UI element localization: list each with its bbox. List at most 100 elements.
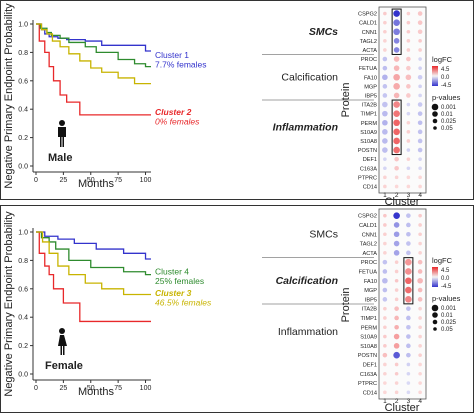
data-dot <box>406 148 411 152</box>
pvalue-tick-label: 0.01 <box>441 313 453 319</box>
data-dot <box>382 147 388 153</box>
data-dot <box>418 381 422 385</box>
data-dot <box>417 11 423 16</box>
data-dot <box>406 11 411 16</box>
km-annotation-text: Cluster 3 <box>155 288 192 298</box>
data-dot <box>382 56 388 62</box>
pvalue-size-dot <box>433 126 437 130</box>
x-tick-label: 50 <box>87 385 95 392</box>
protein-label: TIMP1 <box>361 112 377 118</box>
logfc-colorbar <box>432 267 438 287</box>
x-tick-label: 75 <box>114 385 122 392</box>
logfc-tick-label: 4.5 <box>441 268 450 274</box>
data-dot <box>418 184 422 189</box>
data-dot <box>406 175 411 180</box>
data-dot <box>383 381 387 385</box>
protein-label: ACTA <box>362 48 377 54</box>
logfc-colorbar <box>432 66 438 86</box>
data-dot <box>394 156 399 162</box>
x-tick-label: 25 <box>59 177 67 184</box>
dotplot-female: CSPG2 CALD1 CNN1 TAGL2 ACTA PROC FETUA FA10 MGP I… <box>262 208 427 413</box>
data-dot <box>382 352 388 358</box>
protein-label: FETUA <box>359 269 378 275</box>
data-dot <box>406 231 411 237</box>
data-dot <box>382 101 388 108</box>
data-dot <box>394 165 399 171</box>
data-dot <box>418 241 422 246</box>
x-ticks: 0 25 50 75 100 <box>34 172 151 184</box>
km-annotation-text: 46.5% females <box>155 297 212 307</box>
data-dot <box>418 175 422 180</box>
km-chart-male: 0.0 0.2 0.4 0.6 0.8 1.0 0 25 50 75 100 Months Neg… <box>3 3 207 190</box>
data-dot <box>383 20 387 25</box>
data-dot <box>406 362 411 367</box>
x-tick-label: 0 <box>34 385 38 392</box>
data-dot <box>406 120 411 125</box>
data-dot <box>406 241 411 246</box>
highlight-boxes <box>391 8 402 156</box>
data-dot <box>383 306 387 311</box>
data-dot <box>393 56 400 62</box>
protein-label: MGP <box>364 84 377 90</box>
cluster-label: 2 <box>395 398 399 405</box>
km-line <box>36 23 151 116</box>
data-dot <box>405 268 412 275</box>
data-dot <box>406 334 411 339</box>
data-dot <box>393 10 400 17</box>
protein-label: CD14 <box>363 184 377 190</box>
female-icon-body <box>58 335 67 355</box>
male-icon <box>58 120 66 147</box>
pvalue-size-dot <box>431 103 439 111</box>
km-annotation-text: 7.7% females <box>155 60 207 70</box>
data-dot <box>394 371 399 376</box>
data-dot <box>383 325 387 330</box>
cluster-label: 2 <box>395 192 399 199</box>
data-dot <box>393 65 400 71</box>
x-tick-label: 100 <box>140 385 152 392</box>
data-dot <box>393 119 400 127</box>
data-dot <box>406 20 411 25</box>
km-line <box>36 231 151 323</box>
data-dot <box>393 92 400 99</box>
data-dot <box>394 315 399 321</box>
data-dot <box>406 306 411 311</box>
protein-label: CD14 <box>363 390 377 396</box>
data-dot <box>418 390 422 395</box>
protein-label: PTPRC <box>358 381 377 387</box>
data-dot <box>393 73 400 81</box>
x-tick-label: 100 <box>140 177 152 184</box>
data-dot <box>383 11 387 16</box>
x-tick-label: 0 <box>34 177 38 184</box>
logfc-tick-label: 0.0 <box>441 276 450 282</box>
data-dot <box>405 296 412 303</box>
y-tick-label: 0.0 <box>18 372 28 379</box>
data-dot <box>393 137 400 145</box>
data-dot <box>382 138 388 144</box>
data-dot <box>417 29 423 35</box>
y-tick-label: 0.4 <box>18 315 28 322</box>
data-dot <box>383 166 387 171</box>
data-dot <box>418 251 422 255</box>
pvalue-size-dot <box>432 319 438 325</box>
sex-label-female: Female <box>45 360 83 372</box>
dotplot-male: CSPG2 CALD1 CNN1 TAGL2 ACTA PROC FETUA FA10 MGP I… <box>262 6 427 208</box>
data-dot <box>382 287 388 293</box>
data-dot <box>406 93 411 98</box>
data-dot <box>418 39 422 43</box>
pvalue-tick-label: 0.01 <box>441 112 453 118</box>
x-tick-label: 50 <box>87 177 95 184</box>
protein-label: PERM <box>361 325 378 331</box>
data-dot <box>394 297 399 302</box>
dots <box>382 10 423 189</box>
data-dot <box>383 29 387 34</box>
data-dot <box>405 277 412 285</box>
protein-label: PROC <box>361 260 377 266</box>
data-dot <box>393 38 400 44</box>
data-dot <box>382 110 388 117</box>
data-dot <box>394 278 399 283</box>
x-tick-label: 75 <box>114 177 122 184</box>
data-dot <box>417 120 423 126</box>
protein-label: S10A8 <box>360 344 377 350</box>
cluster-label: 1 <box>383 398 387 405</box>
data-dot <box>382 84 388 89</box>
